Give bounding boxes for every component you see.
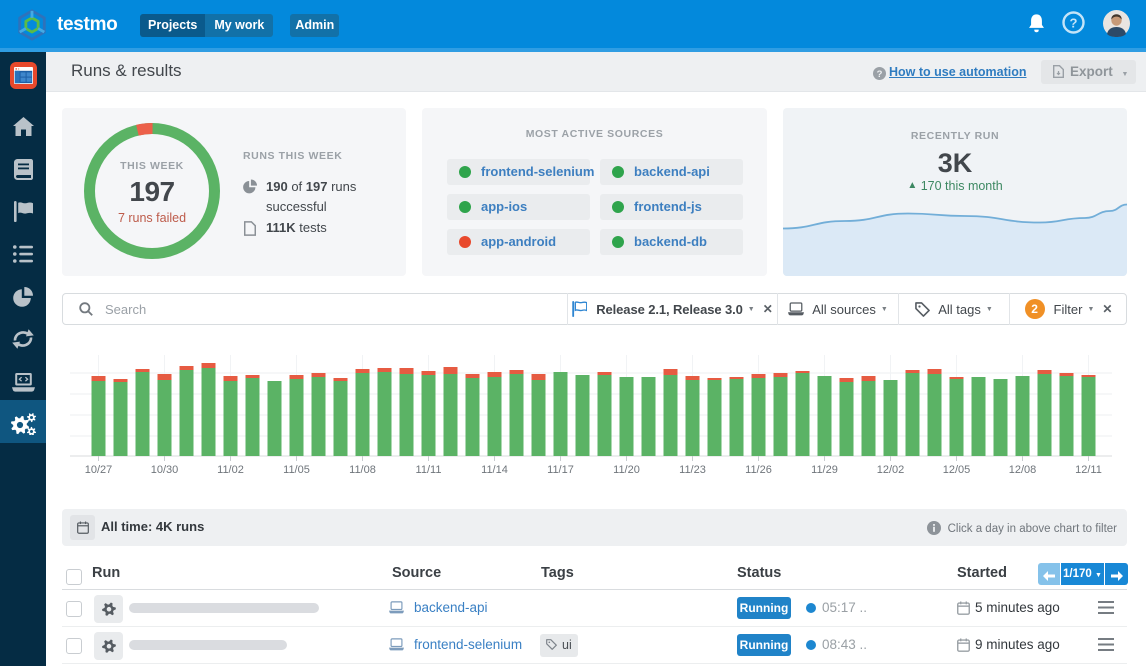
svg-text:10/30: 10/30 bbox=[151, 464, 179, 476]
svg-text:11/11: 11/11 bbox=[416, 464, 442, 476]
svg-text:12/11: 12/11 bbox=[1075, 464, 1102, 476]
svg-text:?: ? bbox=[1070, 16, 1078, 31]
svg-text:11/14: 11/14 bbox=[481, 464, 508, 476]
svg-text:11/23: 11/23 bbox=[679, 464, 706, 476]
svg-text:10/27: 10/27 bbox=[85, 464, 113, 476]
svg-text:12/05: 12/05 bbox=[943, 464, 971, 476]
svg-text:11/20: 11/20 bbox=[613, 464, 640, 476]
svg-text:11/02: 11/02 bbox=[217, 464, 244, 476]
svg-text:?: ? bbox=[877, 69, 883, 80]
svg-text:11/05: 11/05 bbox=[283, 464, 310, 476]
svg-text:11/29: 11/29 bbox=[811, 464, 838, 476]
svg-text:11/08: 11/08 bbox=[349, 464, 376, 476]
svg-text:12/08: 12/08 bbox=[1009, 464, 1037, 476]
svg-text:11/26: 11/26 bbox=[745, 464, 772, 476]
svg-text:12/02: 12/02 bbox=[877, 464, 905, 476]
svg-text:11/17: 11/17 bbox=[547, 464, 574, 476]
